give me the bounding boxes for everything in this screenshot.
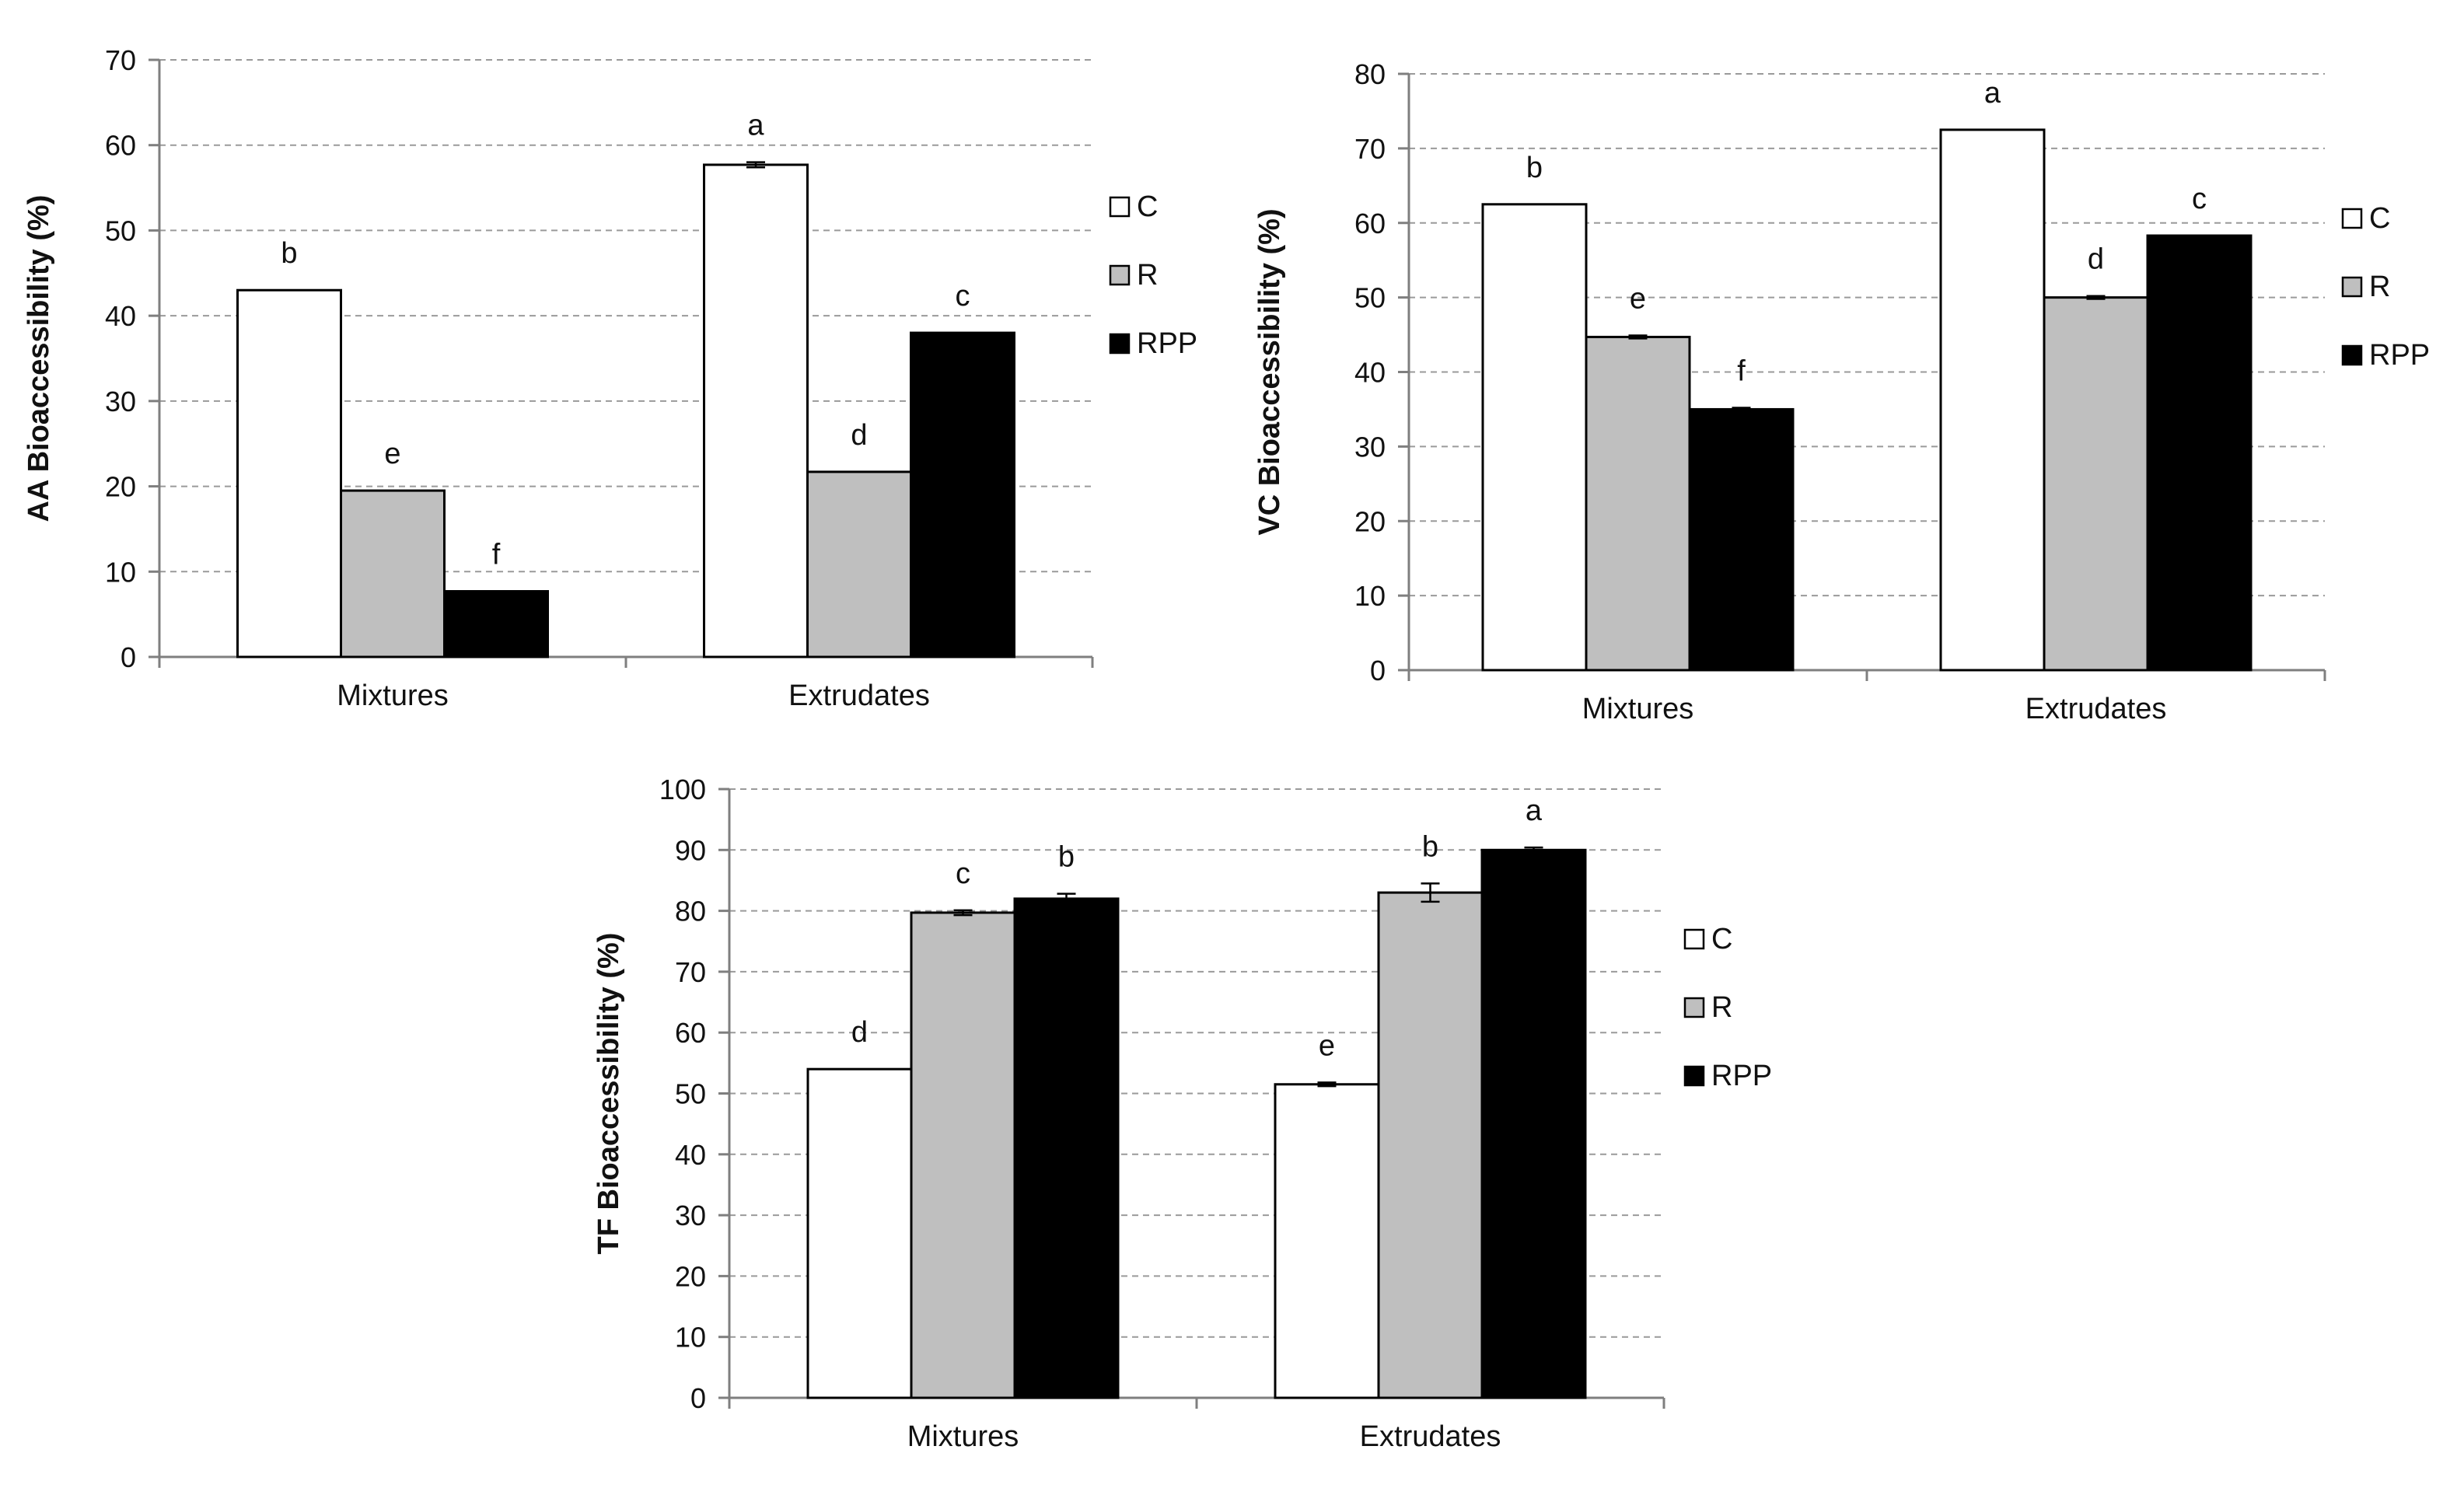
y-tick-label: 90 xyxy=(675,834,706,866)
significance-letter: e xyxy=(384,438,400,470)
legend-swatch-r xyxy=(1683,997,1705,1018)
legend-label-rpp: RPP xyxy=(2369,339,2430,372)
significance-letter: b xyxy=(1422,830,1438,863)
y-tick-label: 70 xyxy=(675,956,706,988)
x-category-label: Mixtures xyxy=(337,679,449,712)
bar-c xyxy=(1939,128,2046,672)
x-category-label: Mixtures xyxy=(1582,693,1694,725)
y-tick-label: 20 xyxy=(675,1260,706,1292)
bar-c xyxy=(236,288,342,658)
aa-bioaccessibility-chart: 0 10 20 30 40 50 60 70 Mixtures Extrudates b e f a d c A… xyxy=(23,44,1197,712)
legend-label-r: R xyxy=(1711,991,1732,1024)
bar-r xyxy=(340,489,446,658)
y-tick-label: 40 xyxy=(1354,357,1386,389)
legend-label-c: C xyxy=(1137,190,1158,223)
y-tick-label: 60 xyxy=(105,130,136,162)
bar-r xyxy=(1585,335,1691,672)
y-tick-label: 70 xyxy=(105,44,136,76)
legend-swatch-r xyxy=(2341,276,2363,298)
y-tick-label: 30 xyxy=(1354,431,1386,463)
y-tick-label: 30 xyxy=(105,386,136,417)
significance-letter: f xyxy=(1737,355,1746,388)
y-tick-label: 70 xyxy=(1354,133,1386,165)
x-category-label: Mixtures xyxy=(907,1420,1019,1453)
bar-r xyxy=(910,911,1016,1399)
y-tick-label: 100 xyxy=(659,774,706,805)
vc-bioaccessibility-chart: 0 10 20 30 40 50 60 70 80 Mixtures Extrudates b e f a d… xyxy=(1253,58,2430,725)
legend-label-r: R xyxy=(2369,271,2390,303)
significance-letter: d xyxy=(2088,243,2104,276)
y-tick-label: 60 xyxy=(1354,208,1386,239)
y-tick-label: 30 xyxy=(675,1200,706,1231)
y-tick-label: 60 xyxy=(675,1017,706,1049)
y-tick-label: 80 xyxy=(675,896,706,927)
legend-swatch-rpp xyxy=(2341,344,2363,366)
y-tick-label: 10 xyxy=(105,556,136,588)
bar-rpp xyxy=(1013,897,1120,1399)
bar-rpp xyxy=(2146,234,2253,672)
bar-rpp xyxy=(443,590,549,658)
x-category-label: Extrudates xyxy=(1360,1420,1501,1453)
legend-label-c: C xyxy=(1711,923,1732,955)
bar-r xyxy=(2043,296,2149,672)
bar-c xyxy=(1481,203,1588,672)
bar-r xyxy=(806,470,912,658)
y-tick-label: 50 xyxy=(105,215,136,246)
legend-label-r: R xyxy=(1137,259,1158,292)
y-tick-label: 40 xyxy=(675,1139,706,1171)
significance-letter: a xyxy=(1984,77,2001,110)
legend-swatch-c xyxy=(1109,196,1131,218)
legend-label-rpp: RPP xyxy=(1137,327,1197,360)
bar-c xyxy=(1274,1083,1380,1399)
y-tick-label: 0 xyxy=(121,641,136,673)
x-category-label: Extrudates xyxy=(2025,693,2167,725)
y-tick-label: 20 xyxy=(1354,505,1386,537)
y-tick-label: 0 xyxy=(690,1382,706,1414)
y-tick-label: 0 xyxy=(1370,655,1386,686)
y-axis-title: AA Bioaccessibility (%) xyxy=(23,195,55,522)
significance-letter: e xyxy=(1319,1029,1335,1062)
y-tick-label: 20 xyxy=(105,471,136,503)
bar-c xyxy=(806,1067,913,1399)
legend-swatch-r xyxy=(1109,264,1131,286)
y-tick-label: 40 xyxy=(105,300,136,332)
bar-rpp xyxy=(1688,407,1795,672)
y-tick-label: 80 xyxy=(1354,58,1386,90)
significance-letter: c xyxy=(956,280,970,313)
legend-swatch-rpp xyxy=(1109,333,1131,355)
x-category-label: Extrudates xyxy=(788,679,930,712)
legend-swatch-rpp xyxy=(1683,1065,1705,1087)
tf-bioaccessibility-chart: 0 10 20 30 40 50 60 70 80 90 100 Mixtures Extrudates… xyxy=(592,774,1772,1453)
y-axis-title: TF Bioaccessibility (%) xyxy=(592,933,625,1255)
y-tick-label: 10 xyxy=(1354,580,1386,612)
significance-letter: b xyxy=(1058,841,1075,874)
legend-label-rpp: RPP xyxy=(1711,1060,1772,1092)
significance-letter: a xyxy=(1526,795,1543,827)
legend-swatch-c xyxy=(1683,928,1705,950)
y-tick-label: 10 xyxy=(675,1322,706,1354)
significance-letter: a xyxy=(747,110,764,142)
significance-letter: c xyxy=(2192,183,2207,215)
significance-letter: b xyxy=(281,237,297,270)
significance-letter: d xyxy=(851,1016,868,1049)
significance-letter: c xyxy=(956,858,970,890)
legend-label-c: C xyxy=(2369,202,2390,235)
significance-letter: b xyxy=(1526,152,1543,184)
y-tick-label: 50 xyxy=(675,1078,706,1110)
significance-letter: f xyxy=(492,539,501,571)
significance-letter: d xyxy=(851,419,867,452)
legend-swatch-c xyxy=(2341,208,2363,229)
bar-r xyxy=(1377,891,1484,1399)
y-tick-label: 50 xyxy=(1354,282,1386,314)
significance-letter: e xyxy=(1630,283,1646,316)
bar-c xyxy=(703,163,809,658)
bar-rpp xyxy=(910,331,1015,658)
y-axis-title: VC Bioaccessibility (%) xyxy=(1253,208,1286,535)
bar-rpp xyxy=(1480,848,1587,1399)
